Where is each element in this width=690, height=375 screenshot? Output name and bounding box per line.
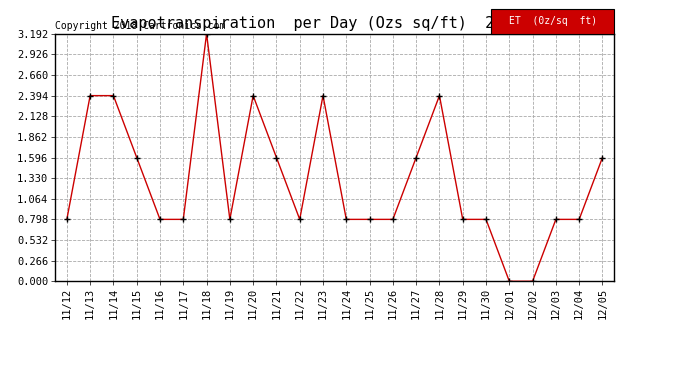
Title: Evapotranspiration  per Day (Ozs sq/ft)  20181206: Evapotranspiration per Day (Ozs sq/ft) 2… bbox=[111, 16, 558, 31]
Text: Copyright 2018 Cartronics.com: Copyright 2018 Cartronics.com bbox=[55, 21, 226, 31]
FancyBboxPatch shape bbox=[491, 9, 614, 34]
Text: ET  (0z/sq  ft): ET (0z/sq ft) bbox=[509, 16, 597, 26]
